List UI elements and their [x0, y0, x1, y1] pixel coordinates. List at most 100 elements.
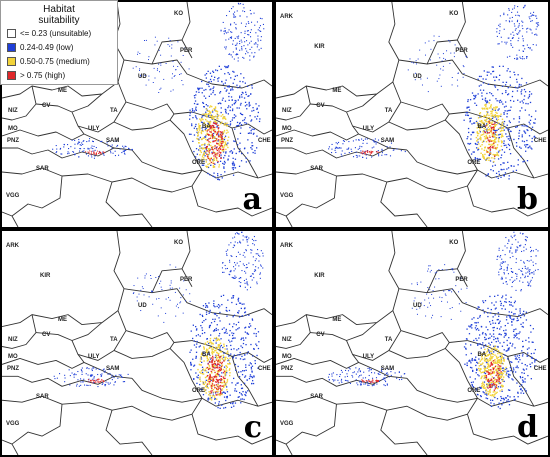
legend-label-high: > 0.75 (high)	[20, 70, 66, 80]
region-label-ark: ARK	[280, 14, 294, 20]
region-label-ark: ARK	[6, 242, 19, 249]
map-canvas-b	[276, 2, 548, 227]
legend-swatch-unsuitable	[7, 28, 16, 38]
region-label-ta: TA	[384, 336, 393, 343]
region-label-kir: KIR	[314, 272, 325, 279]
region-label-sam: SAM	[106, 138, 120, 144]
region-label-ko: KO	[449, 11, 459, 17]
region-label-cv: CV	[316, 331, 325, 338]
legend-swatch-high	[7, 70, 16, 80]
region-label-sar: SAR	[36, 166, 49, 172]
region-label-che: CHE	[533, 366, 547, 373]
region-label-uly: ULY	[362, 354, 375, 361]
region-label-ud: UD	[138, 302, 147, 309]
region-label-per: PER	[180, 48, 193, 54]
region-label-ore: ORE	[467, 160, 481, 166]
region-label-me: ME	[332, 88, 342, 94]
region-label-ba: BA	[477, 124, 487, 130]
region-label-ta: TA	[384, 108, 393, 114]
region-label-che: CHE	[258, 366, 271, 373]
region-label-ark: ARK	[280, 242, 294, 249]
region-label-per: PER	[455, 276, 468, 283]
legend-swatch-medium	[7, 56, 16, 66]
legend-title-line-2: suitability	[38, 15, 80, 26]
region-label-uly: ULY	[88, 354, 100, 361]
region-borders	[2, 231, 272, 455]
region-label-che: CHE	[258, 138, 271, 144]
region-label-uly: ULY	[362, 126, 375, 132]
legend: Habitat suitability <= 0.23 (unsuitable)…	[0, 0, 118, 85]
region-label-sam: SAM	[380, 366, 395, 373]
region-label-niz: NIZ	[7, 108, 18, 114]
region-label-mo: MO	[282, 126, 292, 132]
legend-item-medium: 0.50-0.75 (medium)	[7, 56, 90, 66]
region-label-vgg: VGG	[280, 193, 294, 199]
region-label-vgg: VGG	[280, 421, 294, 428]
panel-letter-c: c	[243, 410, 262, 445]
legend-label-unsuitable: <= 0.23 (unsuitable)	[20, 28, 92, 38]
region-label-mo: MO	[282, 354, 292, 361]
region-label-ore: ORE	[467, 388, 481, 395]
region-label-per: PER	[180, 276, 193, 283]
region-label-kir: KIR	[40, 272, 51, 279]
region-label-ta: TA	[110, 336, 118, 343]
map-panel-b: b ARK KO KIR PER UD NIZ ME CV TA MO PNZ ULY SAM BA CHE…	[276, 2, 548, 227]
region-label-sam: SAM	[380, 138, 395, 144]
region-label-sar: SAR	[310, 394, 323, 401]
map-canvas-a	[2, 2, 272, 227]
region-label-ud: UD	[413, 302, 422, 309]
legend-item-high: > 0.75 (high)	[7, 70, 65, 80]
region-label-per: PER	[455, 48, 468, 54]
region-label-mo: MO	[7, 126, 18, 132]
region-label-pnz: PNZ	[281, 366, 294, 373]
region-label-ko: KO	[174, 239, 183, 246]
legend-title: Habitat suitability	[1, 4, 117, 26]
region-label-niz: NIZ	[7, 336, 18, 343]
region-label-ba: BA	[477, 352, 487, 359]
region-label-niz: NIZ	[282, 108, 292, 114]
panel-letter-a: a	[242, 182, 262, 217]
region-label-ba: BA	[202, 352, 211, 359]
region-label-mo: MO	[7, 354, 18, 361]
region-label-me: ME	[332, 316, 342, 323]
region-label-sar: SAR	[36, 394, 49, 401]
region-label-pnz: PNZ	[7, 366, 19, 373]
region-label-sar: SAR	[310, 166, 323, 172]
region-label-cv: CV	[42, 103, 51, 109]
map-panel-c: c ARK KO KIR PER UD NIZ ME CV TA MO PNZ ULY SAM BA CHE…	[2, 231, 272, 455]
region-label-ko: KO	[449, 239, 459, 246]
region-label-pnz: PNZ	[281, 138, 294, 144]
map-panel-a: a ARKKOKIRPERUDNIZMECVTAMOPNZULYSAMBACHE…	[2, 2, 272, 227]
legend-title-line-1: Habitat	[43, 4, 75, 15]
legend-item-low: 0.24-0.49 (low)	[7, 42, 73, 52]
region-label-sam: SAM	[106, 366, 120, 373]
map-canvas-d	[276, 231, 548, 455]
region-label-kir: KIR	[314, 44, 325, 50]
legend-label-low: 0.24-0.49 (low)	[20, 42, 74, 52]
panel-letter-d: d	[517, 410, 538, 445]
map-panel-d: d ARK KO KIR PER UD NIZ ME CV TA MO PNZ ULY SAM BA CHE…	[276, 231, 548, 455]
region-label-ko: KO	[174, 11, 183, 17]
region-borders	[276, 231, 548, 455]
region-label-cv: CV	[42, 331, 51, 338]
region-borders	[276, 2, 548, 227]
region-label-ore: ORE	[192, 160, 206, 166]
region-label-ore: ORE	[192, 388, 206, 395]
region-label-me: ME	[57, 88, 67, 94]
legend-label-medium: 0.50-0.75 (medium)	[20, 56, 90, 66]
legend-item-unsuitable: <= 0.23 (unsuitable)	[7, 28, 91, 38]
region-label-pnz: PNZ	[7, 138, 19, 144]
map-canvas-c	[2, 231, 272, 455]
region-label-vgg: VGG	[6, 421, 20, 428]
region-label-vgg: VGG	[6, 193, 20, 199]
legend-swatch-low	[7, 42, 16, 52]
region-label-me: ME	[57, 316, 67, 323]
region-label-uly: ULY	[88, 126, 100, 132]
region-label-ta: TA	[110, 108, 118, 114]
panel-letter-b: b	[517, 182, 538, 217]
region-label-cv: CV	[316, 103, 325, 109]
region-label-che: CHE	[533, 138, 547, 144]
region-label-niz: NIZ	[282, 336, 292, 343]
region-label-ud: UD	[138, 74, 147, 80]
